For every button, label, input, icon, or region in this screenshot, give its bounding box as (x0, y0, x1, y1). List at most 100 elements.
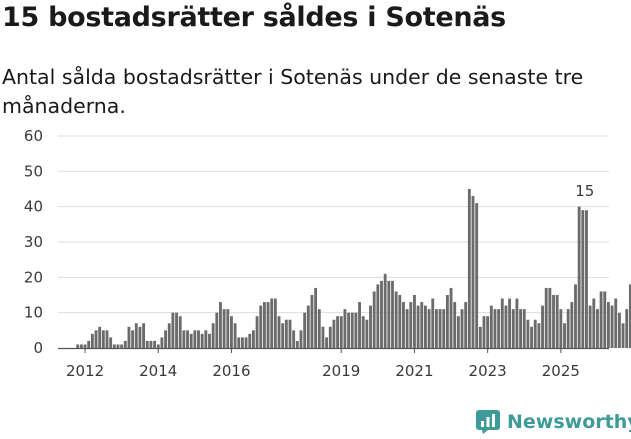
bar (219, 302, 222, 348)
y-tick-label: 50 (24, 162, 43, 180)
bar (347, 312, 350, 348)
bar (288, 319, 292, 348)
bar (273, 298, 277, 348)
bar (482, 316, 486, 348)
bar (416, 305, 420, 348)
bar (596, 309, 599, 348)
x-tick-label: 2019 (322, 362, 360, 380)
bar (376, 284, 380, 348)
bar (555, 295, 559, 348)
bar (321, 326, 325, 348)
bar (533, 319, 537, 348)
newsworthy-logo-icon (476, 410, 500, 434)
bar (566, 309, 570, 348)
bar (537, 323, 541, 348)
bar (343, 309, 347, 348)
x-tick-label: 2014 (139, 362, 177, 380)
bar (145, 340, 149, 348)
bar (120, 344, 124, 348)
bar (361, 316, 365, 348)
x-tick-label: 2021 (395, 362, 433, 380)
bar (295, 340, 299, 348)
bar (266, 302, 270, 348)
bar (299, 330, 303, 348)
bar (530, 326, 533, 348)
bar (585, 210, 588, 348)
bar (603, 291, 607, 348)
bar (489, 305, 493, 348)
bar (222, 309, 226, 348)
bar (153, 340, 157, 348)
bar (420, 302, 424, 348)
bar (511, 309, 515, 348)
newsworthy-brand: Newsworthy (476, 409, 631, 435)
bar (617, 312, 621, 348)
bar (109, 337, 113, 348)
bar (171, 312, 175, 348)
bar (497, 309, 501, 348)
bar (599, 291, 603, 348)
value-annotation: 15 (575, 182, 594, 200)
bar (94, 330, 98, 348)
bar (614, 298, 618, 348)
bar (424, 305, 427, 348)
bar (233, 323, 237, 348)
bar (292, 330, 296, 348)
bar (475, 203, 479, 348)
bar (251, 330, 255, 348)
bar (500, 298, 504, 348)
bar (131, 330, 135, 348)
bar (138, 326, 142, 348)
bar (204, 330, 208, 348)
bar (515, 298, 519, 348)
bar (574, 284, 577, 348)
bar (522, 309, 526, 348)
bar (471, 196, 475, 348)
bar (391, 280, 394, 348)
bar (237, 337, 241, 348)
bar (413, 295, 416, 348)
bar (281, 323, 285, 348)
bar (208, 333, 211, 348)
x-tick-label: 2012 (66, 362, 104, 380)
bar (519, 309, 523, 348)
bar (197, 330, 200, 348)
bar (350, 312, 354, 348)
y-tick-label: 10 (24, 304, 43, 322)
bar (186, 330, 189, 348)
bar (314, 287, 318, 348)
bar (164, 330, 167, 348)
bar (262, 302, 266, 348)
bar (372, 291, 376, 348)
bar (442, 309, 446, 348)
bar (149, 340, 153, 348)
bar (434, 309, 438, 348)
bar (156, 344, 160, 348)
bar (336, 316, 340, 348)
bar (592, 298, 596, 348)
bar (284, 319, 288, 348)
bar (339, 316, 343, 348)
bar (563, 323, 566, 348)
bar (332, 319, 336, 348)
bar (493, 309, 497, 348)
bar (449, 287, 453, 348)
x-tick-label: 2016 (212, 362, 250, 380)
bar (456, 316, 460, 348)
bar (248, 333, 252, 348)
bar (508, 298, 512, 348)
bar (123, 340, 127, 348)
y-tick-label: 30 (24, 233, 43, 251)
bar (570, 302, 574, 348)
bar (610, 305, 614, 348)
bar (369, 305, 372, 348)
bar (394, 291, 398, 348)
y-tick-label: 20 (24, 268, 43, 286)
bar (90, 333, 94, 348)
bar (79, 344, 83, 348)
bar (621, 323, 625, 348)
bar (200, 333, 204, 348)
chart-subtitle: Antal sålda bostadsrätter i Sotenäs unde… (2, 65, 584, 118)
brand-name: Newsworthy (507, 411, 631, 433)
